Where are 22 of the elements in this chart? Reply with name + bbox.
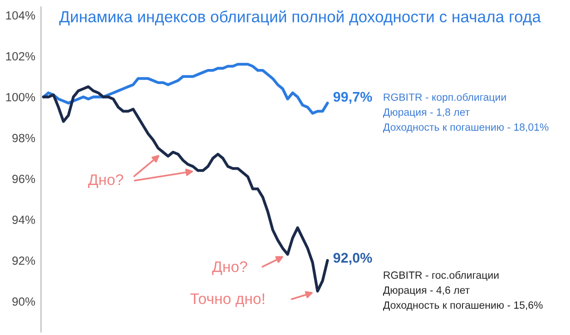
y-tick-label: 90% (12, 297, 36, 306)
y-tick-label: 100% (6, 92, 36, 102)
text: Дюрация - 4,6 лет (383, 286, 470, 296)
annotation: Дно? (212, 261, 248, 275)
chart-title: Динамика индексов облигаций полной доходности с начала года (59, 10, 541, 26)
y-tick-label: 92% (12, 256, 36, 265)
y-tick-label: 98% (12, 134, 36, 142)
y-tick-label: 96% (12, 174, 36, 184)
y-tick-label: 102% (6, 52, 36, 60)
text: Дюрация - 1,8 лет (383, 108, 470, 118)
text: Доходность к погашению - 18,01% (383, 123, 548, 133)
annotation: Точно дно! (190, 293, 264, 307)
y-tick-label: 104% (6, 11, 36, 20)
annotation: Дно? (88, 174, 124, 188)
y-tick-label: 94% (12, 216, 36, 224)
line-series (42, 85, 329, 293)
text: Доходность к погашению - 15,6% (383, 301, 543, 311)
text: RGBITR - гос.облигации (384, 271, 498, 281)
text: RGBITR - корп.облигации (384, 93, 506, 103)
line-series (42, 62, 329, 115)
text: 99,7% (333, 92, 372, 104)
text: 92,0% (333, 252, 372, 265)
